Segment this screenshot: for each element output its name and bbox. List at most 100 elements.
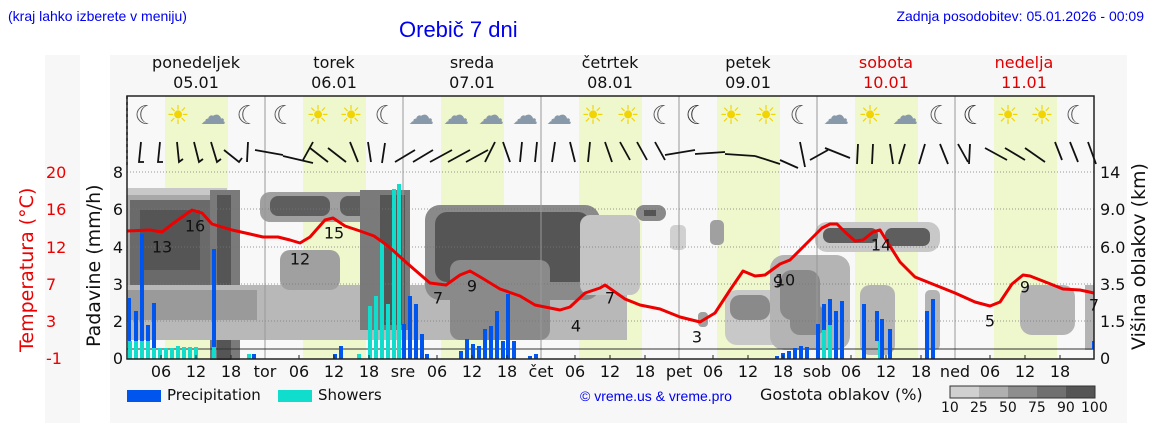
cloud-heavy-rain-icon: ☁ [408,101,434,131]
day-date: 08.01 [587,73,633,92]
day-name: ponedeljek [152,53,240,72]
sun-cloud-rain-icon: ☀ [754,101,777,131]
day-date: 07.01 [449,73,495,92]
x-tick: 06 [426,362,448,381]
cloud-height-tick: 9.0 [1100,200,1126,219]
cloud-rain-icon: ☁ [200,101,226,131]
temp-label: 7 [1088,295,1100,315]
temp-label: 16 [184,216,206,236]
x-tick: 12 [875,362,897,381]
cloud-rain-icon: ☁ [512,101,538,131]
weather-icons-row: ☾ ☀ ☁ ☾ ☾ ☀ ☀ ☾ ☁ ☁ ☁ ☁ ☁ ☀ ☀ ☾ ☾ ☀ ☀ ☾ … [134,101,1088,131]
temp-label: 7 [432,288,444,308]
day-header-sun: nedelja 11.01 [964,53,1084,93]
temp-label: 15 [323,223,345,243]
day-date: 06.01 [311,73,357,92]
x-tick: 12 [185,362,207,381]
cloud-density-tick: 90 [1057,400,1075,416]
copyright-link[interactable]: © vreme.us & vreme.pro [580,388,732,404]
precip-tick: 4 [112,238,123,257]
cloud-heavy-rain-icon: ☁ [478,101,504,131]
temp-label: 10 [774,270,796,290]
temp-label: 13 [151,237,173,257]
day-date: 05.01 [173,73,219,92]
day-date: 09.01 [725,73,771,92]
cloud-density-tick: 25 [970,400,988,416]
x-tick: 06 [840,362,862,381]
day-name: četrtek [581,53,639,72]
wind-barbs-row [138,141,1097,169]
cloud-rain-icon: ☁ [892,101,918,131]
day-header-tue: torek 06.01 [274,53,394,93]
moon-cloud-rain-icon: ☾ [928,101,951,131]
day-name: torek [313,53,355,72]
temp-label: 4 [570,316,582,336]
temp-axis-label: Temperatura (°C) [16,187,38,352]
day-name: sreda [449,53,495,72]
x-axis-ticks [160,355,1061,359]
x-tick: 18 [496,362,518,381]
temp-label: 9 [466,276,478,296]
legend-precipitation-label: Precipitation [167,386,261,404]
x-tick: 06 [979,362,1001,381]
x-tick: 06 [150,362,172,381]
x-tick: 18 [634,362,656,381]
temp-label: 14 [870,235,892,255]
x-tick: 12 [737,362,759,381]
x-tick: ned [939,362,971,381]
temp-tick: -1 [46,349,62,368]
cloud-heavy-rain-icon: ☁ [823,101,849,131]
x-tick: 12 [323,362,345,381]
day-header-mon: ponedeljek 05.01 [136,53,256,93]
location-menu-hint[interactable]: (kraj lahko izberete v meniju) [8,8,187,24]
x-tick: čet [528,362,554,381]
temp-label: 9 [772,272,784,292]
day-header-thu: četrtek 08.01 [550,53,670,93]
moon-cloud-thunder-icon: ☾ [134,101,157,131]
temp-tick: 20 [46,163,67,182]
last-update: Zadnja posodobitev: 05.01.2026 - 00:09 [896,8,1144,24]
x-tick: sob [802,362,832,381]
temp-label: 12 [289,249,311,269]
moon-cloud-rain-icon: ☾ [789,101,812,131]
precip-tick: 2 [112,312,123,331]
x-tick: pet [665,362,693,381]
cloud-height-tick: 1.5 [1100,312,1126,331]
day-date: 11.01 [1001,73,1047,92]
x-tick: 12 [1014,362,1036,381]
cloud-height-tick: 14 [1100,163,1121,182]
temp-label: 3 [691,327,703,347]
day-header-sat: sobota 10.01 [826,53,946,93]
x-tick: sre [390,362,416,381]
temperature-line [126,208,1095,324]
x-tick: 18 [772,362,794,381]
day-header-wed: sreda 07.01 [412,53,532,93]
cloud-icon: ☁ [546,101,572,131]
cloud-height-tick: 6.0 [1100,238,1126,257]
cloud-density-tick: 75 [1028,400,1046,416]
moon-cloud-icon: ☾ [651,101,674,131]
sun-cloud-icon: ☀ [719,101,742,131]
precip-tick: 3 [112,275,123,294]
sun-icon: ☀ [616,101,639,131]
cloud-rain-icon: ☁ [443,101,469,131]
page-title: Orebič 7 dni [399,17,518,42]
temp-tick: 12 [46,238,67,257]
showers-bars [128,184,882,359]
cloud-height-tick: 3.5 [1100,275,1126,294]
cloud-density-scale [949,385,1096,399]
x-tick: 18 [220,362,242,381]
moon-icon: ☾ [962,101,985,131]
x-tick: 06 [564,362,586,381]
temp-label: 5 [984,311,996,331]
x-tick: 06 [702,362,724,381]
moon-icon: ☾ [685,101,708,131]
day-date: 10.01 [863,73,909,92]
sun-icon: ☀ [1030,101,1053,131]
x-tick: 18 [910,362,932,381]
cloud-density-tick: 100 [1081,400,1108,416]
precip-tick: 0 [112,349,123,368]
temp-tick: 7 [46,275,57,294]
sun-cloud-rain-icon: ☀ [858,101,881,131]
